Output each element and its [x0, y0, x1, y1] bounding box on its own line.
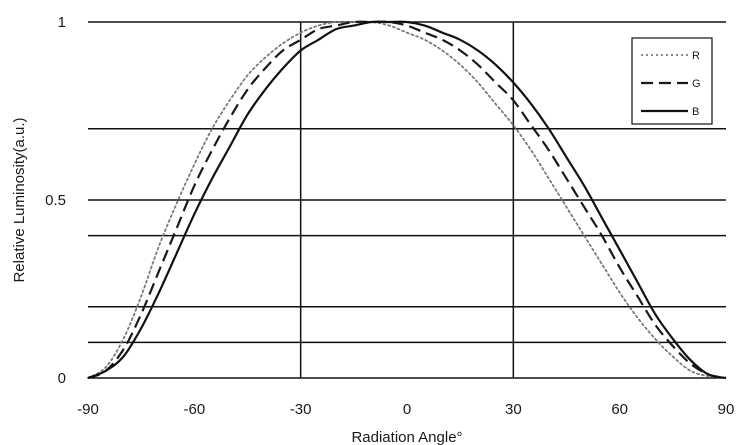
y-tick-label: 1 [58, 14, 66, 31]
y-tick-label: 0 [58, 370, 66, 387]
legend-items: R G B [641, 50, 701, 118]
legend-label-g: G [692, 78, 701, 90]
y-axis-label: Relative Luminosity(a.u.) [11, 117, 28, 282]
x-tick-label: -30 [290, 401, 312, 418]
series-line-g [87, 20, 727, 380]
legend-label-r: R [692, 50, 700, 62]
y-tick-label: 0.5 [45, 192, 66, 209]
x-tick-label: 90 [718, 401, 735, 418]
x-tick-labels: -90 -60 -30 0 30 60 90 [77, 401, 734, 418]
x-tick-label: -90 [77, 401, 99, 418]
x-tick-label: 60 [611, 401, 628, 418]
x-axis-label: Radiation Angle° [351, 429, 462, 445]
plot-area [87, 20, 727, 380]
series-line-r [87, 20, 727, 379]
series-layer [87, 20, 727, 380]
x-tick-label: 30 [505, 401, 522, 418]
legend-box [631, 37, 713, 125]
legend-label-b: B [692, 106, 699, 118]
y-tick-labels: 00.51 [45, 14, 66, 387]
legend: R G B [631, 37, 713, 125]
x-tick-label: -60 [183, 401, 205, 418]
x-tick-label: 0 [403, 401, 411, 418]
series-line-b [87, 20, 727, 380]
